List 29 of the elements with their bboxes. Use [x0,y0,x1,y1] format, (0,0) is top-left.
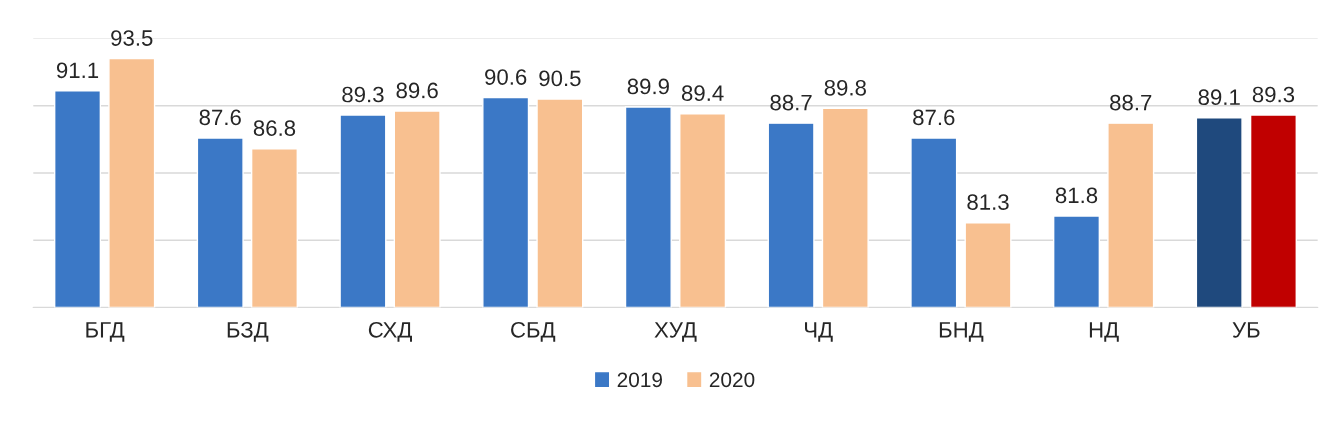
legend-label: 2019 [617,372,662,388]
data-label: 89.4 [681,85,724,102]
data-label: 90.6 [485,69,527,85]
data-label: 87.6 [199,109,241,126]
x-tick-label: БГД [86,322,125,342]
data-label: 88.7 [770,94,812,111]
data-label: 93.5 [111,30,153,46]
x-tick-label: СХД [368,321,412,342]
data-label: 89.3 [1252,86,1295,103]
x-tick-label: УБ [1232,322,1260,338]
x-tick-label: НД [1089,322,1119,342]
legend-label: 2020 [709,372,755,388]
data-label: 89.8 [824,79,866,96]
x-tick-label: БЗД [227,321,269,342]
data-label: 91.1 [56,62,99,79]
data-label: 89.9 [627,78,669,95]
x-tick-label: ХУД [654,322,697,342]
data-label: 89.6 [396,82,438,99]
data-label: 87.6 [913,109,955,126]
data-label: 81.8 [1055,187,1098,204]
x-tick-label: СБД [511,321,556,342]
data-label: 90.5 [539,70,581,87]
x-tick-label: БНД [939,322,984,342]
data-label: 89.1 [1198,89,1240,106]
data-label: 89.3 [342,86,384,103]
x-tick-label: ЧД [805,322,833,342]
data-label: 81.3 [967,194,1009,210]
data-label: 86.8 [253,120,296,136]
data-label: 88.7 [1110,94,1152,111]
